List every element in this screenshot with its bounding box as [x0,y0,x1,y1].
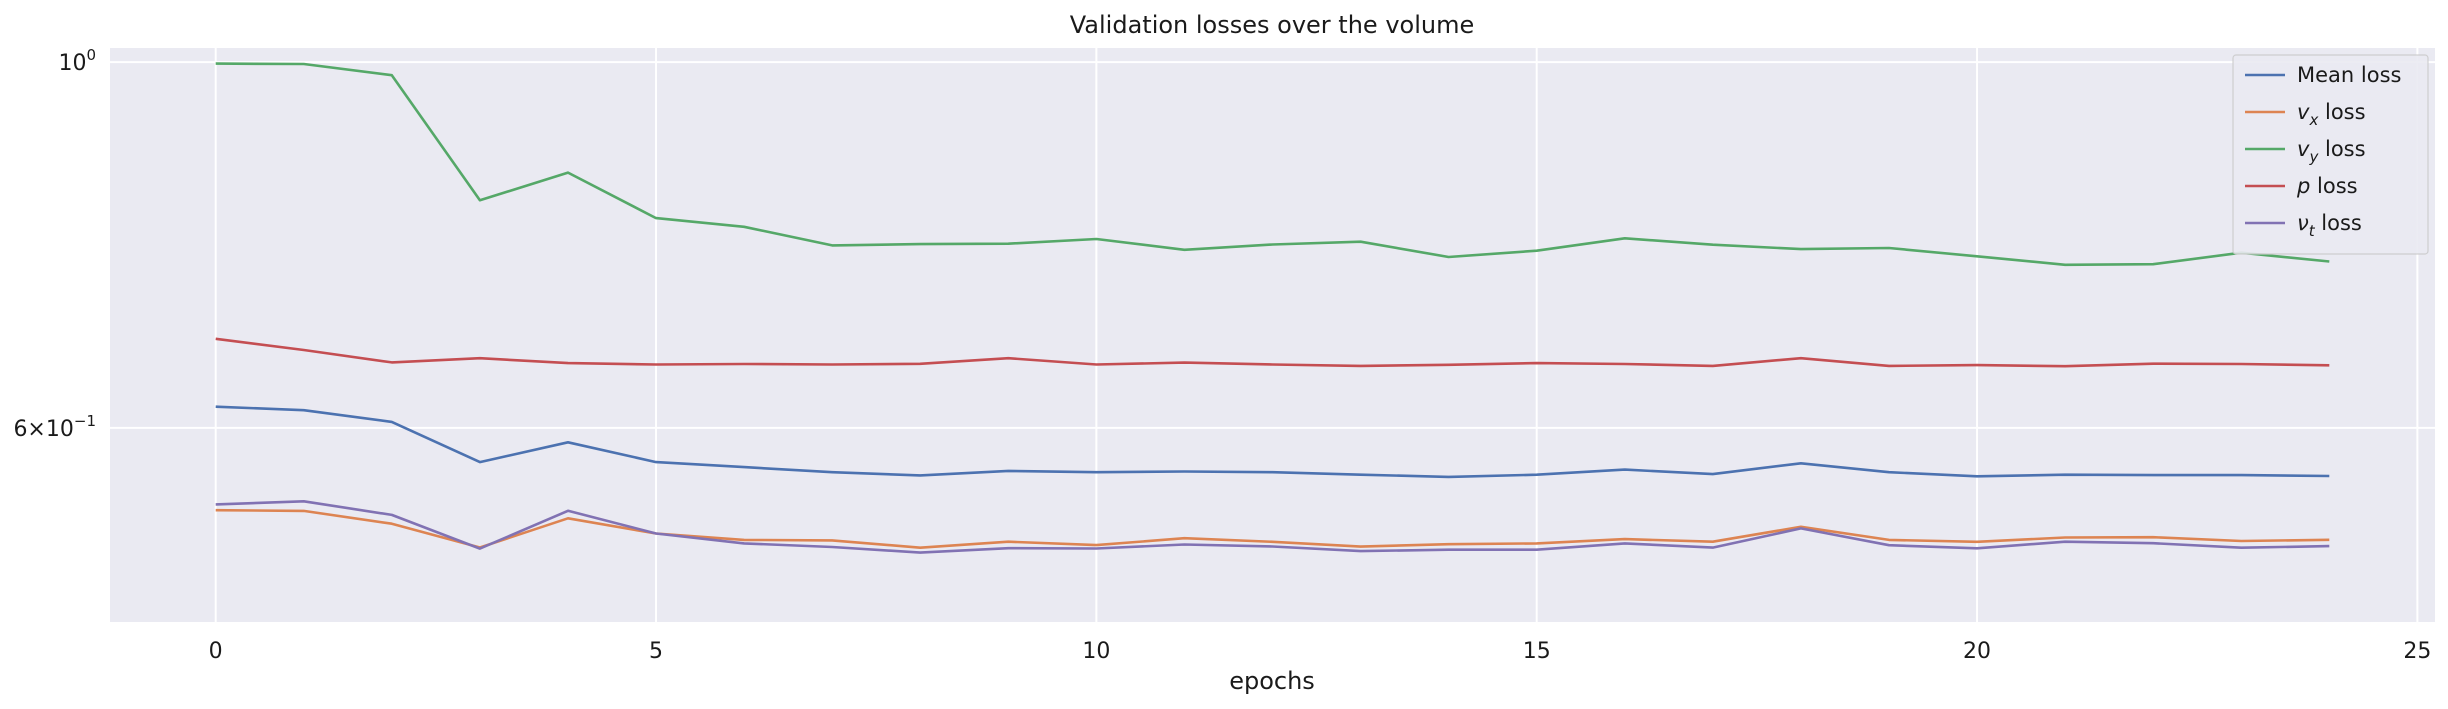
series-line [215,499,2330,554]
y-tick-label: 100 [58,46,96,76]
x-axis-label: epochs [1229,667,1315,695]
plot-area [110,48,2435,622]
x-tick-label: 0 [209,639,223,664]
legend-box [2232,54,2429,255]
x-tick-label: 25 [2403,639,2431,664]
series-line [215,508,2330,550]
x-tick-label: 5 [649,639,663,664]
legend-label: νt loss [2297,211,2362,240]
x-tick-label: 15 [1523,639,1551,664]
series-line [215,62,2330,267]
chart-title: Validation losses over the volume [1070,11,1474,39]
legend-label: p loss [2296,174,2358,198]
x-tick-label: 20 [1963,639,1991,664]
series-line [215,405,2330,479]
legend-label: vx loss [2297,100,2366,129]
x-tick-label: 10 [1082,639,1110,664]
series-line [215,337,2330,368]
legend-label: vy loss [2297,137,2366,166]
legend-label: Mean loss [2297,63,2401,87]
y-tick-label: 6×10−1 [13,412,96,442]
